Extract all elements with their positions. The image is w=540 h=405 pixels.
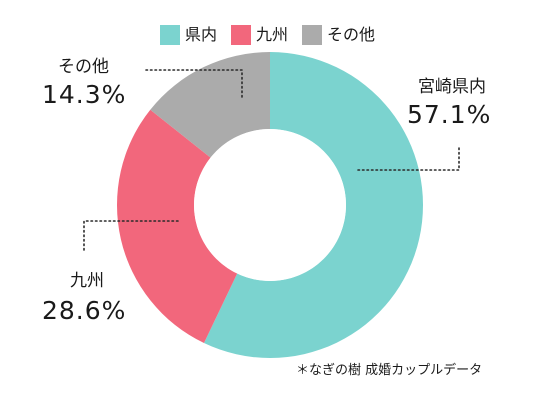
legend-item-kyushu: 九州 (231, 25, 288, 45)
legend-item-sonota: その他 (302, 25, 375, 45)
slice-value-kennai: 57.1% (407, 100, 492, 129)
source-note: ＊なぎの樹 成婚カップルデータ (296, 363, 483, 378)
slice-sonota (150, 51, 270, 158)
slice-kennai (203, 52, 423, 358)
legend-item-kennai: 県内 (160, 25, 217, 45)
chart-legend: 県内 九州 その他 (160, 25, 389, 45)
legend-label-sonota: その他 (327, 25, 376, 44)
leader-line-kyushu (83, 220, 181, 251)
slice-label-kyushu: 九州 (70, 271, 104, 291)
leader-line-sonota (145, 69, 243, 101)
slice-value-kyushu: 28.6% (42, 296, 127, 325)
legend-label-kennai: 県内 (185, 25, 218, 44)
legend-swatch-sonota (302, 25, 323, 45)
slice-kyushu (117, 109, 238, 344)
donut-slices (117, 51, 423, 358)
legend-swatch-kyushu (231, 25, 252, 45)
legend-swatch-kennai (160, 25, 180, 45)
slice-label-kennai: 宮崎県内 (418, 77, 486, 97)
donut-hole (194, 129, 346, 281)
leader-line-kennai (355, 147, 460, 171)
slice-value-sonota: 14.3% (42, 80, 127, 109)
slice-label-sonota: その他 (58, 57, 109, 77)
legend-label-kyushu: 九州 (256, 25, 289, 44)
